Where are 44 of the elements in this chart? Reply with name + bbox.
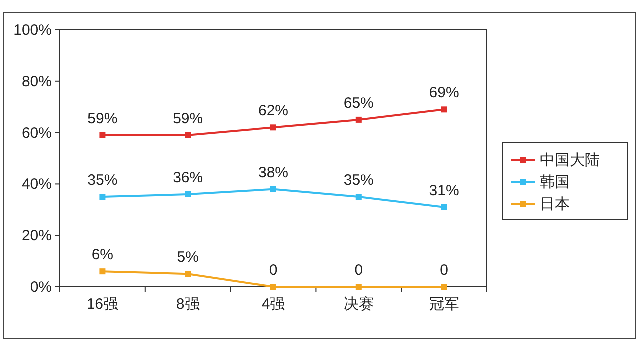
data-label: 59% — [88, 110, 118, 128]
point — [185, 271, 192, 278]
point — [270, 186, 276, 192]
point — [100, 268, 106, 275]
point — [356, 116, 362, 123]
point — [441, 204, 448, 210]
point — [100, 194, 106, 200]
data-label: 35% — [88, 172, 118, 190]
data-label: 5% — [177, 249, 199, 266]
data-label: 65% — [344, 94, 374, 112]
point — [270, 284, 276, 290]
data-label: 35% — [344, 172, 374, 190]
point — [100, 132, 106, 138]
data-label: 62% — [258, 102, 289, 120]
y-tick: 40% — [22, 176, 52, 194]
x-tick: 决赛 — [344, 296, 374, 313]
point — [185, 191, 192, 198]
y-tick: 0% — [30, 279, 52, 296]
y-tick: 60% — [22, 124, 52, 142]
data-label: 36% — [173, 169, 204, 186]
data-label: 6% — [92, 246, 114, 264]
data-label: 69% — [429, 84, 460, 102]
point — [270, 124, 276, 131]
legend-label: 日本 — [540, 196, 570, 213]
data-label: 38% — [258, 164, 289, 182]
data-label: 59% — [173, 110, 204, 128]
point — [356, 284, 362, 290]
x-tick: 4强 — [262, 296, 286, 313]
y-tick: 20% — [22, 228, 52, 245]
data-label: 0 — [354, 262, 364, 279]
legend-label: 中国大陆 — [540, 152, 600, 169]
point — [441, 106, 448, 113]
x-tick: 16强 — [86, 296, 119, 313]
point — [441, 284, 448, 290]
data-label: 31% — [429, 182, 460, 200]
y-tick: 80% — [22, 73, 52, 90]
y-tick: 100% — [14, 22, 52, 39]
point — [185, 132, 192, 138]
point — [356, 194, 362, 200]
data-label: 0 — [440, 262, 448, 279]
x-tick: 冠军 — [429, 296, 460, 313]
data-label: 0 — [269, 262, 278, 279]
x-tick: 8强 — [176, 296, 200, 313]
legend-label: 韩国 — [540, 174, 570, 191]
